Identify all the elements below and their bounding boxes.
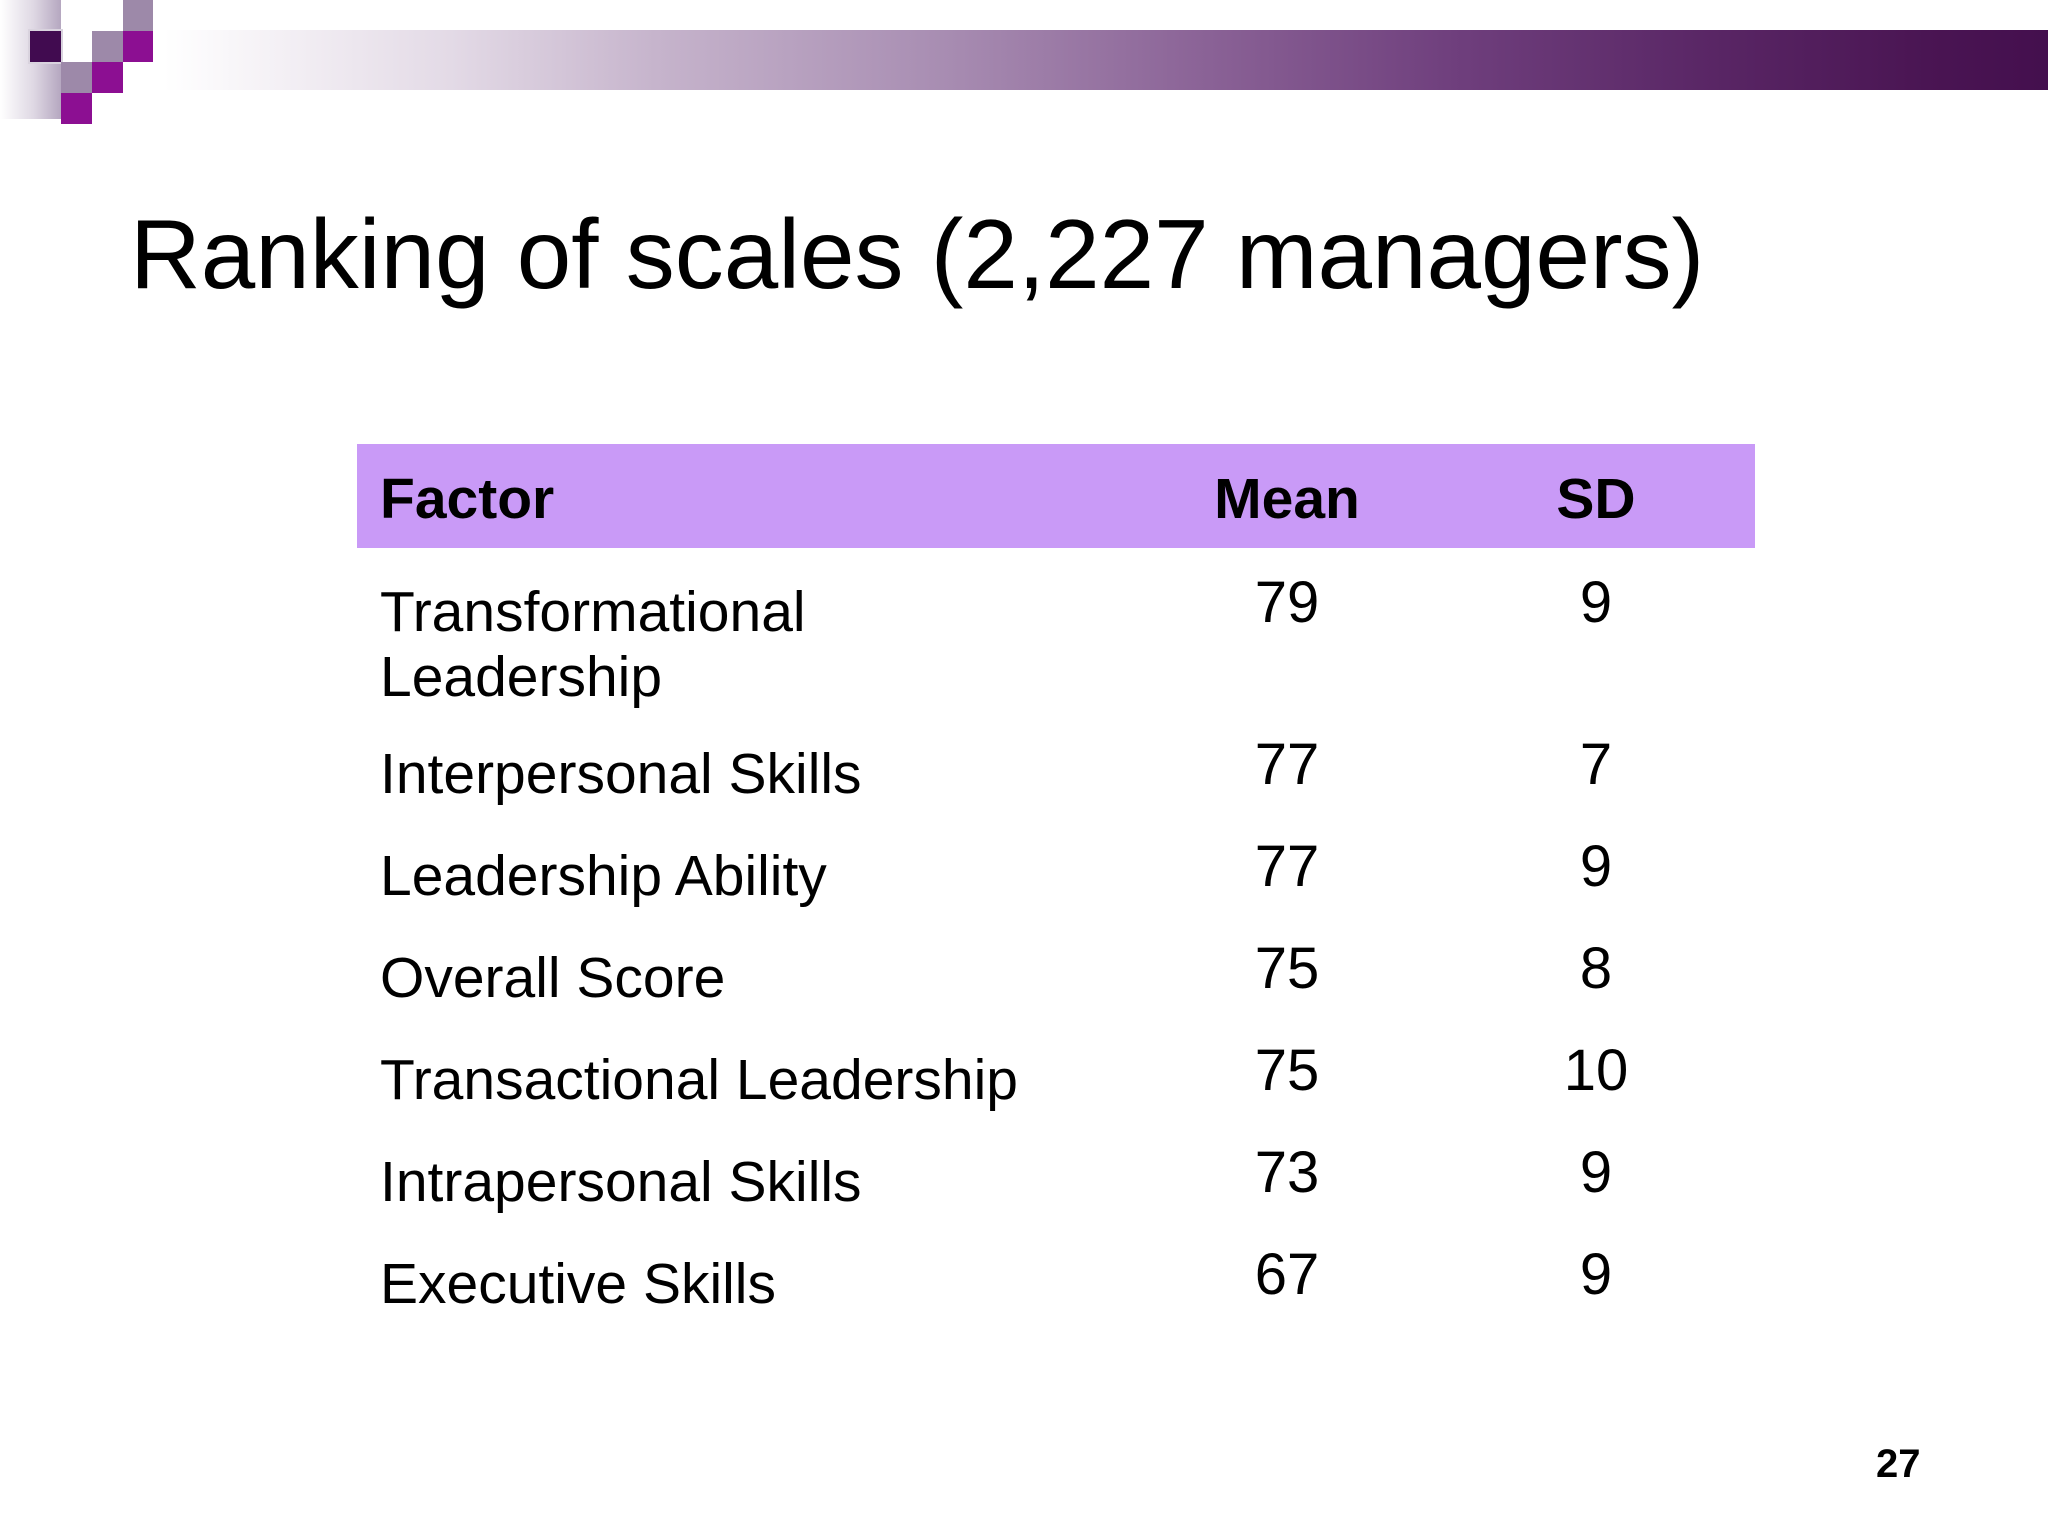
factor-cell: Leadership Ability <box>380 843 827 908</box>
factor-cell: Overall Score <box>380 945 726 1010</box>
table-row: Interpersonal Skills 77 7 <box>357 731 1755 812</box>
table-row: Transformational Leadership 79 9 <box>357 570 1755 710</box>
mean-cell: 77 <box>1254 833 1320 899</box>
column-header-factor: Factor <box>380 467 555 531</box>
mean-cell: 73 <box>1254 1139 1320 1205</box>
table-row: Leadership Ability 77 9 <box>357 833 1755 914</box>
mean-cell: 75 <box>1254 935 1320 1001</box>
column-header-sd: SD <box>1556 467 1636 531</box>
sd-cell: 9 <box>1579 833 1613 899</box>
table-header-row: Factor Mean SD <box>357 444 1755 548</box>
mean-cell: 67 <box>1254 1241 1320 1307</box>
sd-cell: 9 <box>1579 1241 1613 1307</box>
page-number: 27 <box>1876 1442 1921 1486</box>
sd-cell: 9 <box>1579 1139 1613 1205</box>
table-row: Intrapersonal Skills 73 9 <box>357 1139 1755 1220</box>
slide-title: Ranking of scales (2,227 managers) <box>130 199 1705 309</box>
decor-square <box>92 31 123 62</box>
column-header-mean: Mean <box>1214 467 1360 531</box>
mean-cell: 77 <box>1254 731 1320 797</box>
decor-square <box>61 62 92 93</box>
decor-square <box>61 93 92 124</box>
decor-square <box>123 31 153 62</box>
factor-cell: Transactional Leadership <box>380 1047 1018 1112</box>
factor-cell: Transformational Leadership <box>380 580 806 709</box>
mean-cell: 75 <box>1254 1037 1320 1103</box>
decor-square <box>123 0 153 31</box>
factor-cell: Executive Skills <box>380 1251 776 1316</box>
table-row: Transactional Leadership 75 10 <box>357 1037 1755 1118</box>
sd-cell: 9 <box>1579 570 1613 635</box>
table-body: Transformational Leadership 79 9 Interpe… <box>357 570 1755 1322</box>
sd-cell: 10 <box>1563 1037 1629 1103</box>
mean-cell: 79 <box>1254 570 1320 635</box>
factor-cell: Interpersonal Skills <box>380 741 862 806</box>
decor-square <box>30 31 61 62</box>
factor-cell: Intrapersonal Skills <box>380 1149 862 1214</box>
table-row: Overall Score 75 8 <box>357 935 1755 1016</box>
sd-cell: 8 <box>1579 935 1613 1001</box>
top-gradient-bar <box>0 30 2048 90</box>
ranking-table: Factor Mean SD Transformational Leadersh… <box>357 444 1755 1346</box>
sd-cell: 7 <box>1579 731 1613 797</box>
table-row: Executive Skills 67 9 <box>357 1241 1755 1322</box>
decor-square <box>92 62 123 93</box>
